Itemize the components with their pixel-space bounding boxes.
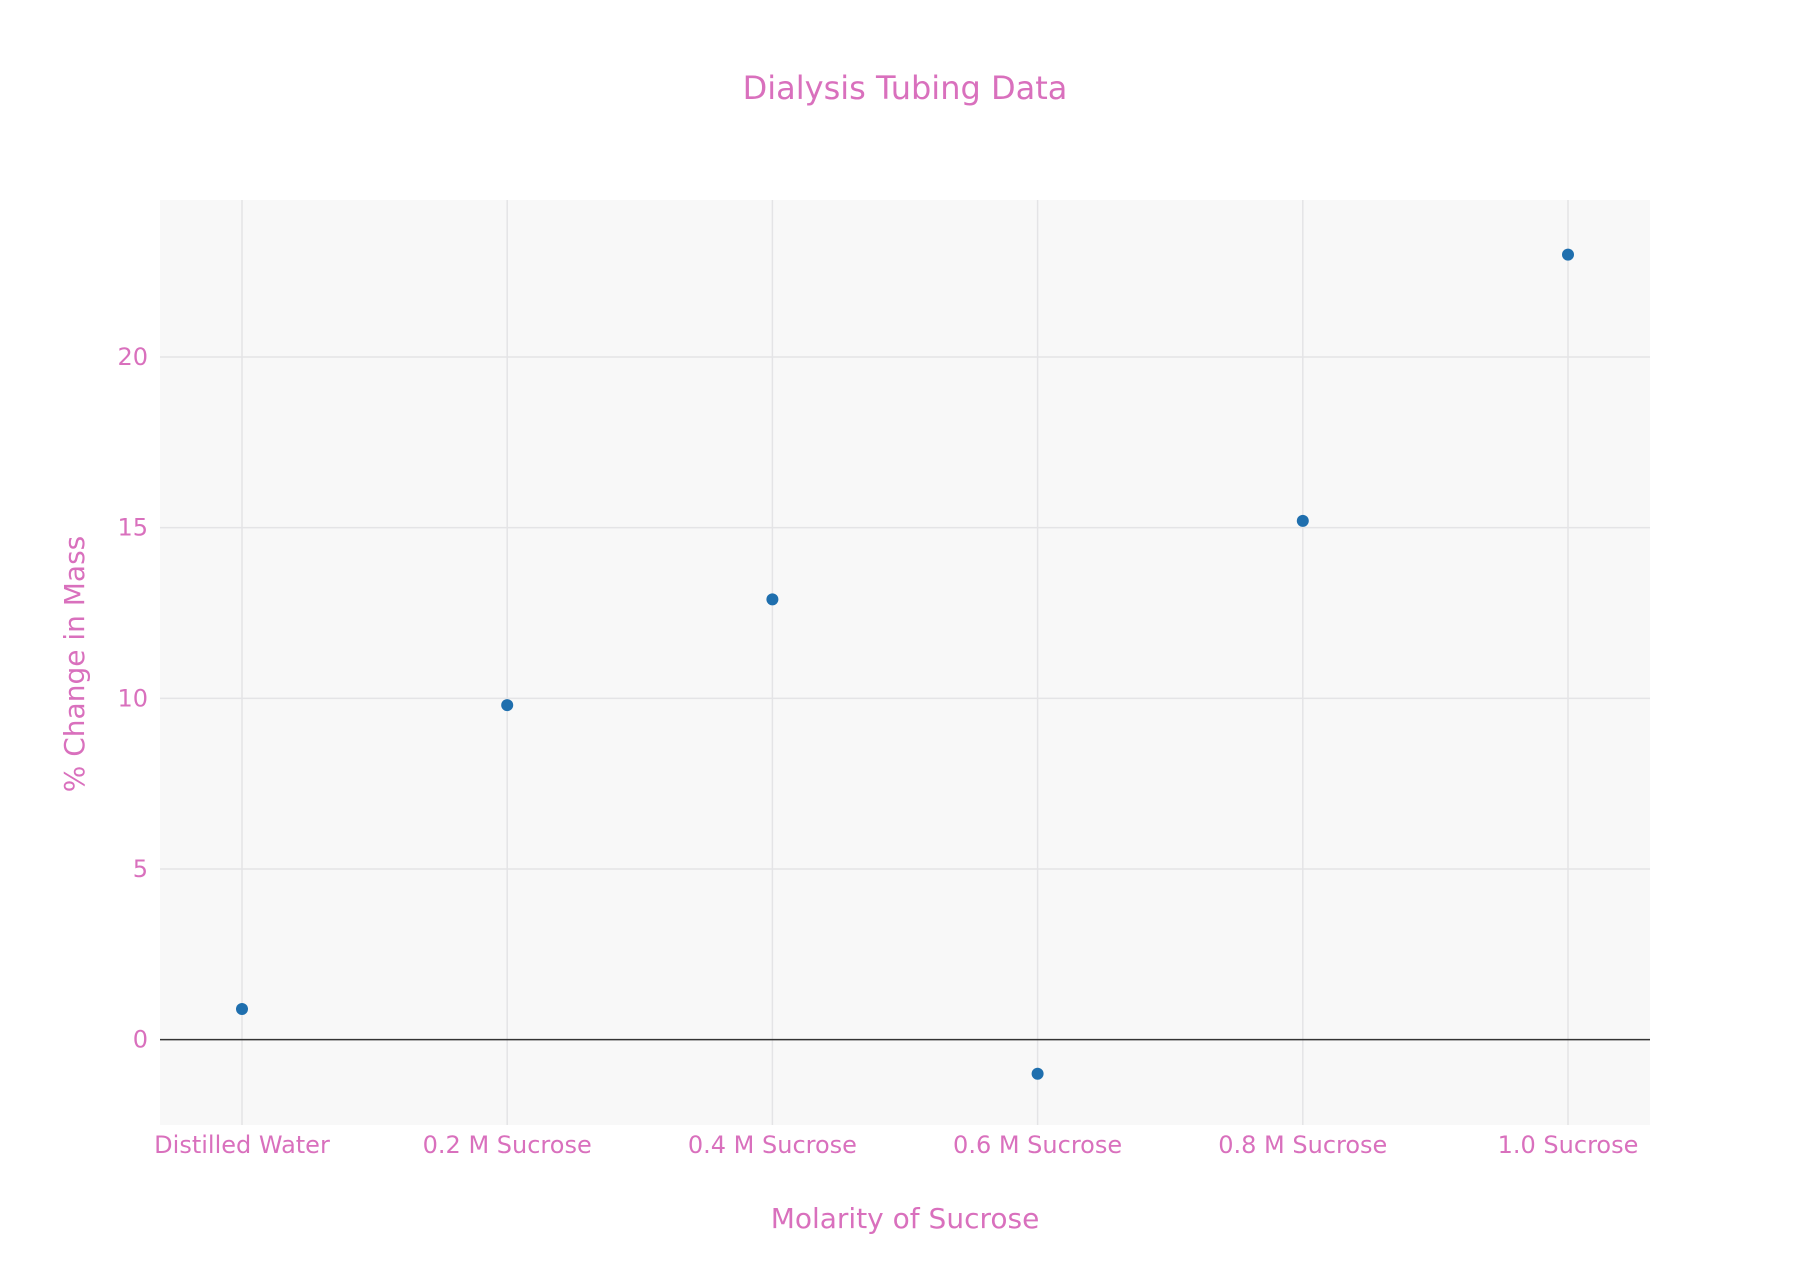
- y-tick-label: 5: [133, 855, 148, 883]
- x-axis-title: Molarity of Sucrose: [771, 1202, 1040, 1235]
- plot-area: [160, 200, 1650, 1125]
- data-points: [236, 248, 1574, 1080]
- x-tick-label: 0.6 M Sucrose: [953, 1131, 1122, 1159]
- chart-title: Dialysis Tubing Data: [743, 69, 1068, 107]
- y-tick-label: 15: [117, 514, 148, 542]
- x-tick-label: 0.2 M Sucrose: [423, 1131, 592, 1159]
- y-tick-label: 0: [133, 1026, 148, 1054]
- data-point[interactable]: [501, 699, 514, 712]
- grid-lines: [160, 200, 1650, 1125]
- x-tick-label: 0.8 M Sucrose: [1218, 1131, 1387, 1159]
- y-tick-label: 10: [117, 684, 148, 712]
- x-axis-ticks: Distilled Water 0.2 M Sucrose 0.4 M Sucros…: [154, 1131, 1638, 1159]
- data-point[interactable]: [1562, 248, 1574, 261]
- data-point[interactable]: [236, 1002, 248, 1015]
- x-tick-label: 0.4 M Sucrose: [688, 1131, 857, 1159]
- y-tick-label: 20: [117, 343, 148, 371]
- y-axis-title: % Change in Mass: [58, 536, 91, 793]
- data-point[interactable]: [1031, 1067, 1044, 1080]
- x-tick-label: 1.0 Sucrose: [1498, 1131, 1639, 1159]
- data-point[interactable]: [1296, 514, 1309, 527]
- data-point[interactable]: [766, 593, 779, 606]
- x-tick-label: Distilled Water: [154, 1131, 330, 1159]
- y-axis-ticks: 0 5 10 15 20: [117, 343, 148, 1054]
